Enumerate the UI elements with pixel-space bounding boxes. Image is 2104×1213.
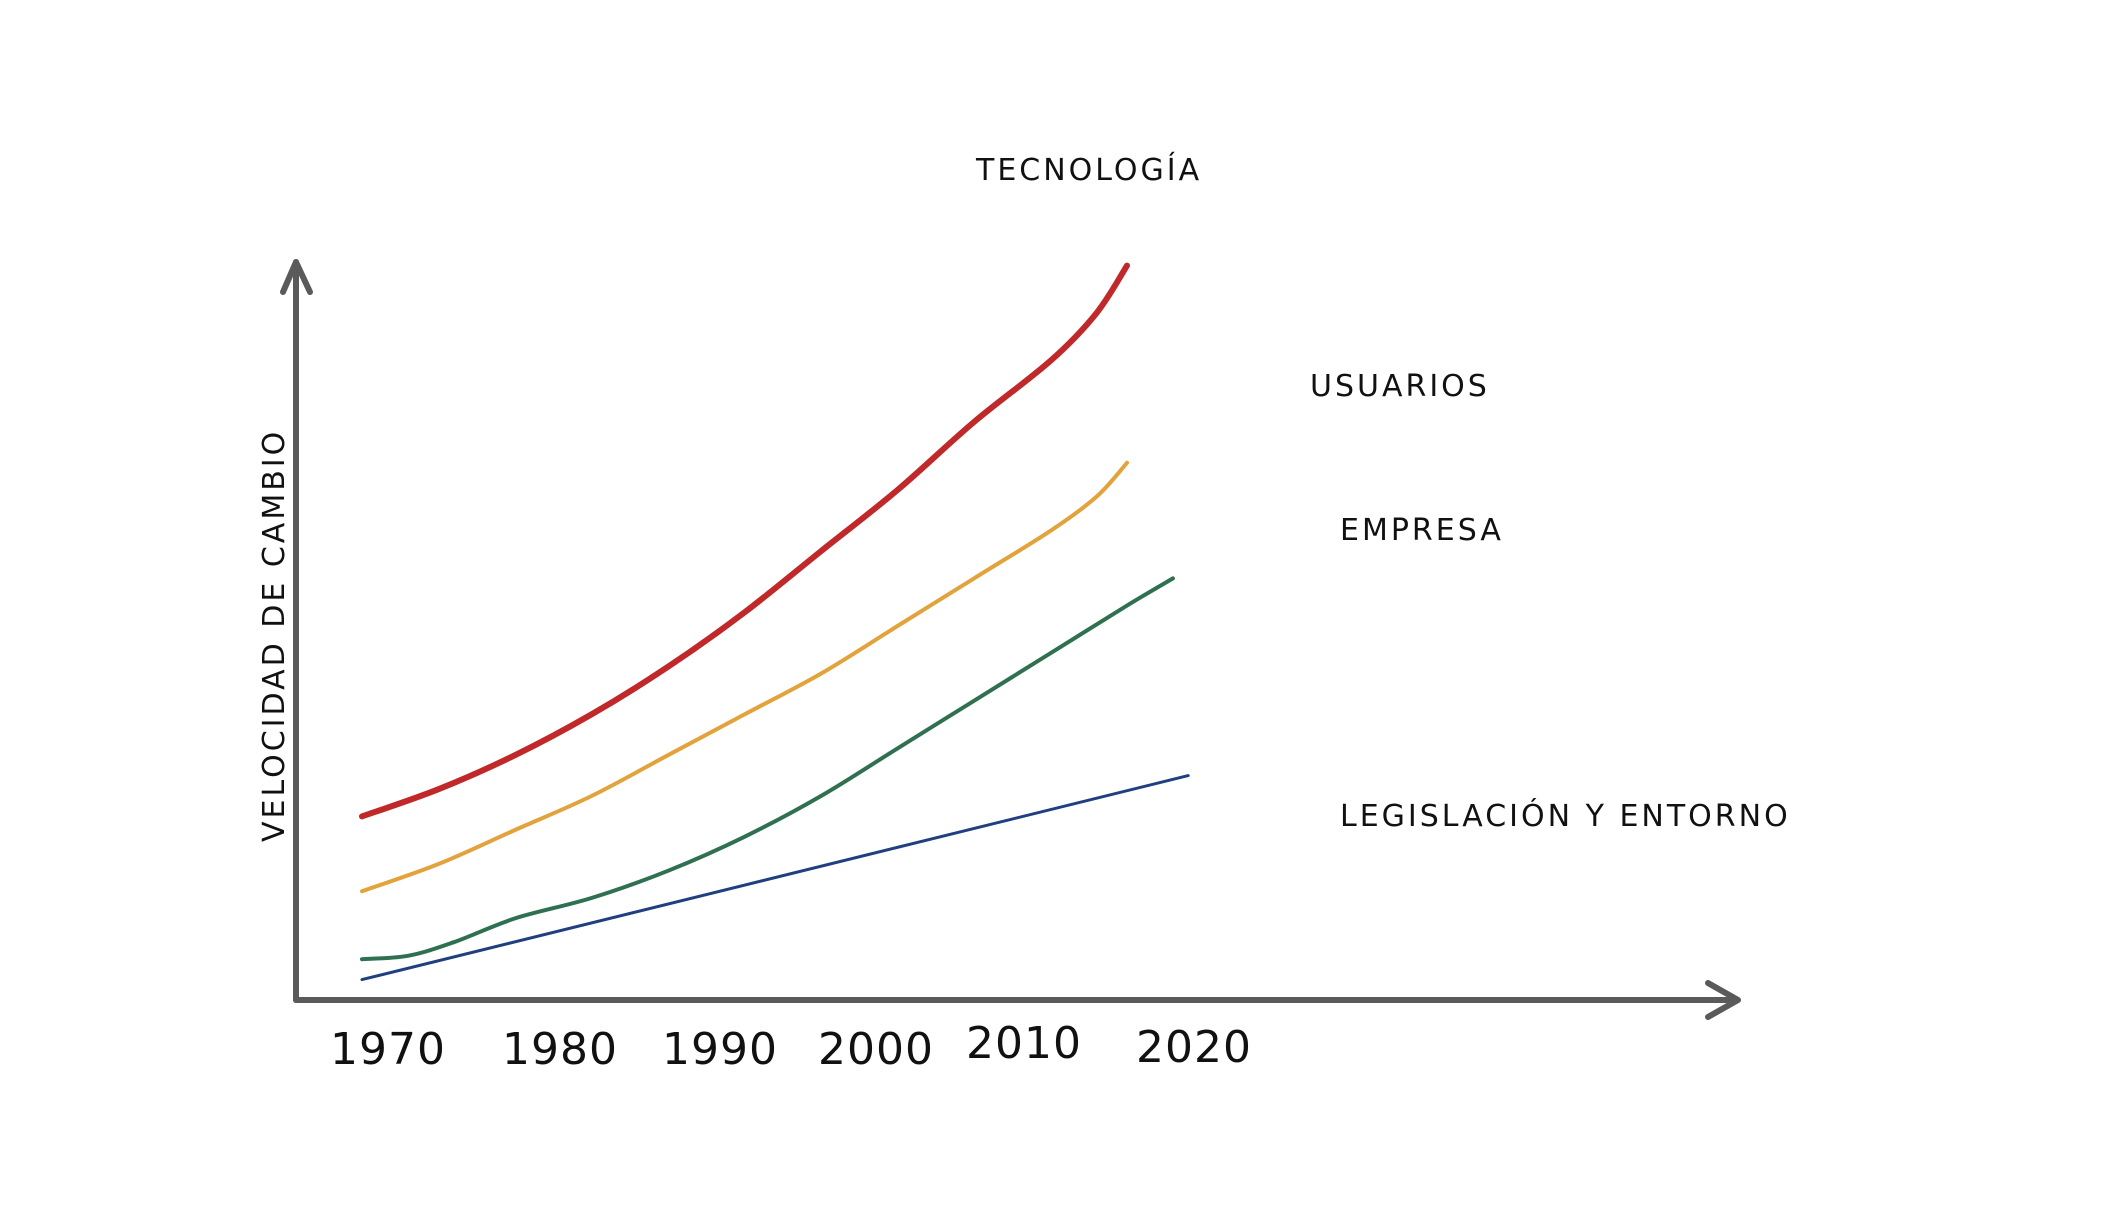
series-lines xyxy=(359,262,1190,982)
x-tick-label-1980: 1980 xyxy=(502,1024,618,1075)
y-axis-arrow-icon xyxy=(280,259,313,295)
series-line-tecnologia xyxy=(359,262,1130,820)
series-label-usuarios: USUARIOS xyxy=(1310,369,1490,404)
axes xyxy=(280,259,1741,1020)
series-label-empresa: EMPRESA xyxy=(1340,513,1504,548)
x-tick-label-1990: 1990 xyxy=(662,1024,778,1075)
y-axis-label: VELOCIDAD DE CAMBIO xyxy=(257,429,292,842)
series-line-usuarios xyxy=(360,460,1129,894)
series-label-legislacion-y-entorno: LEGISLACIÓN Y ENTORNO xyxy=(1340,797,1791,834)
x-axis-arrow-icon xyxy=(1705,980,1741,1020)
x-tick-label-2020: 2020 xyxy=(1136,1022,1252,1073)
x-tick-label-1970: 1970 xyxy=(330,1024,446,1075)
series-labels: TECNOLOGÍA USUARIOS EMPRESA LEGISLACIÓN … xyxy=(975,152,1791,834)
series-line-empresa xyxy=(360,576,1175,962)
x-tick-labels: 1970 1980 1990 2000 2010 2020 xyxy=(330,1018,1252,1075)
x-tick-label-2000: 2000 xyxy=(818,1024,934,1075)
series-line-legislacion-y-entorno xyxy=(360,774,1190,982)
x-tick-label-2010: 2010 xyxy=(966,1018,1082,1069)
series-label-tecnologia: TECNOLOGÍA xyxy=(975,152,1202,188)
